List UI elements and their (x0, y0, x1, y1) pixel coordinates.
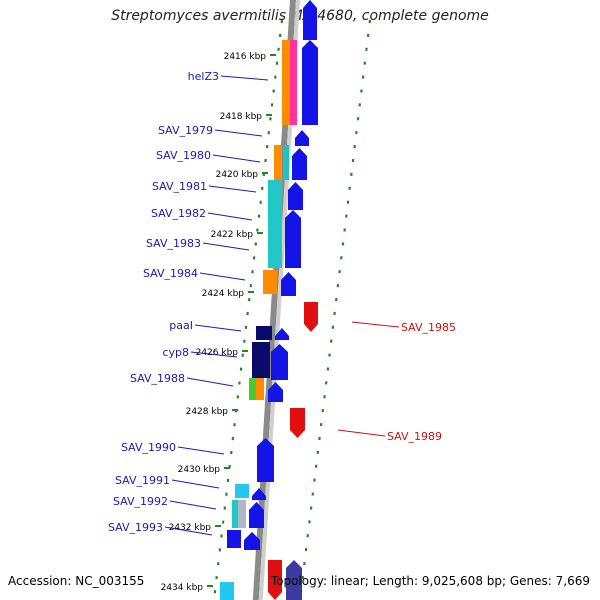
gene-label: cyp8 (162, 346, 189, 359)
forward-gene-arrow (286, 560, 302, 600)
forward-gene-arrow (281, 272, 296, 296)
gene-label: SAV_1991 (115, 474, 170, 487)
forward-gene-arrow (275, 328, 289, 340)
gene-label-leader (208, 185, 257, 193)
gene-label-leader (207, 212, 253, 221)
feature-block (220, 582, 234, 600)
reverse-gene-arrow (268, 560, 282, 600)
gene-label: SAV_1985 (401, 321, 456, 334)
gene-label-leader (337, 429, 386, 437)
accession-text: Accession: NC_003155 (8, 574, 145, 588)
forward-gene-arrow (302, 40, 318, 125)
gene-label: SAV_1990 (121, 441, 176, 454)
feature-block (249, 378, 256, 400)
kbp-tick-label: 2422 kbp (211, 230, 254, 240)
gene-label: SAV_1984 (143, 267, 198, 280)
gene-label: SAV_1981 (152, 180, 207, 193)
kbp-tick-label: 2430 kbp (178, 465, 221, 475)
gene-label: paaI (169, 319, 193, 332)
gene-label-leader (164, 526, 213, 536)
feature-block (256, 326, 272, 340)
feature-block (274, 145, 282, 180)
gene-label: SAV_1979 (158, 124, 213, 137)
kbp-tick-label: 2428 kbp (186, 407, 229, 417)
gene-label-leader (186, 377, 234, 387)
gene-label: SAV_1988 (130, 372, 185, 385)
feature-block (290, 40, 297, 125)
feature-block (282, 40, 290, 125)
forward-gene-arrow (271, 344, 288, 380)
gene-label-leader (212, 154, 261, 163)
forward-gene-arrow (303, 0, 317, 40)
forward-gene-arrow (249, 502, 264, 528)
gene-label-leader (169, 500, 217, 510)
feature-block (238, 500, 246, 528)
gene-track (244, 0, 318, 600)
gene-label: SAV_1983 (146, 237, 201, 250)
forward-gene-arrow (292, 148, 307, 180)
feature-block (256, 378, 264, 400)
gene-label: SAV_1980 (156, 149, 211, 162)
kbp-tick-label: 2416 kbp (224, 52, 267, 62)
kbp-tick-label: 2420 kbp (216, 170, 259, 180)
gene-label-leader (220, 75, 269, 81)
kbp-tick-label: 2432 kbp (169, 523, 212, 533)
gene-label-leader (202, 242, 250, 251)
feature-block (232, 500, 238, 528)
genome-title: Streptomyces avermitilis MA-4680, comple… (111, 8, 489, 24)
forward-gene-arrow (285, 210, 301, 268)
gene-label: SAV_1993 (108, 521, 163, 534)
gene-label-leader (171, 479, 220, 489)
gene-label-leader (190, 351, 238, 358)
gene-label-leader (214, 129, 263, 137)
reverse-gene-arrow (290, 408, 305, 438)
forward-gene-arrow (244, 532, 260, 550)
feature-block (235, 484, 249, 498)
forward-gene-arrow (295, 130, 309, 146)
gene-label: SAV_1992 (113, 495, 168, 508)
reverse-gene-arrow (304, 302, 318, 332)
kbp-tick-label: 2434 kbp (161, 583, 204, 593)
gene-label: SAV_1982 (151, 207, 206, 220)
kbp-ticks: 2416 kbp 2418 kbp 2420 kbp 2422 kbp 2424 kbp… (161, 52, 276, 593)
feature-block (227, 530, 241, 548)
gene-label: SAV_1989 (387, 430, 442, 443)
feature-track (220, 40, 297, 600)
kbp-tick-label: 2426 kbp (196, 348, 239, 358)
gene-label-leader (351, 321, 400, 328)
kbp-tick-label: 2424 kbp (202, 289, 245, 299)
gene-label-leader (177, 446, 225, 455)
forward-gene-arrow (268, 382, 283, 402)
feature-block (283, 145, 289, 180)
gene-label-leader (199, 272, 246, 281)
forward-gene-arrow (288, 182, 303, 210)
forward-gene-arrow (257, 438, 274, 482)
feature-block (252, 342, 270, 378)
gene-labels: helZ3 SAV_1979 SAV_1980 SAV_1981 SAV_1982 SAV… (108, 70, 456, 536)
kbp-tick-label: 2418 kbp (220, 112, 263, 122)
gene-label-leader (194, 324, 242, 332)
gene-label: helZ3 (188, 70, 219, 83)
topology-text: Topology: linear; Length: 9,025,608 bp; … (270, 574, 590, 588)
forward-gene-arrow (252, 488, 266, 500)
feature-block (263, 270, 277, 294)
feature-block (268, 180, 282, 268)
